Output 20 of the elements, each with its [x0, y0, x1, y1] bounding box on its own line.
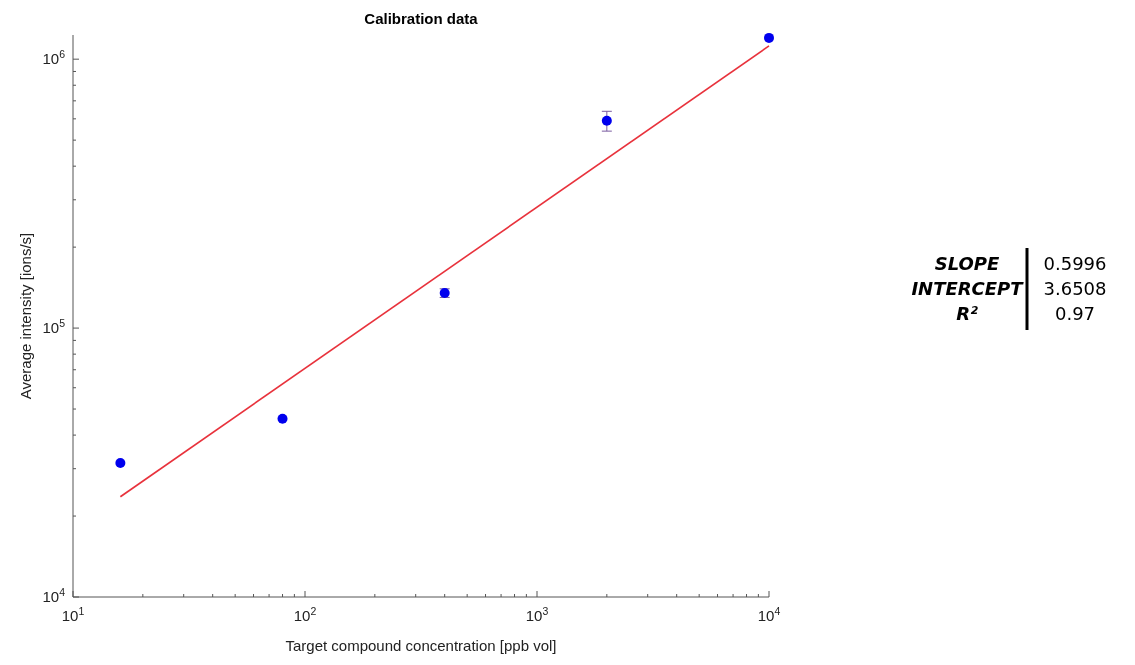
y-axis-title: Average intensity [ions/s] — [17, 232, 34, 400]
text: SLOPE — [934, 253, 1000, 274]
y-tick-label: 10$^{4}$ — [42, 586, 66, 605]
x-tick-label: 10$^{2}$ — [293, 605, 317, 624]
text: 3.6508 — [1043, 278, 1107, 299]
x-tick-label: 10$^{4}$ — [757, 605, 781, 624]
y-tick-label: 10$^{5}$ — [42, 317, 66, 337]
text: INTERCEPT — [911, 278, 1025, 299]
chart-title: Calibration data — [364, 10, 479, 27]
point — [764, 32, 774, 43]
x-tick-label: 10$^{3}$ — [525, 605, 549, 624]
point — [601, 115, 612, 126]
y-tick-label: 10$^{6}$ — [42, 48, 66, 68]
x-tick-label: 10$^{1}$ — [61, 605, 85, 624]
text: 0.5996 — [1043, 253, 1107, 274]
text: R² — [956, 303, 978, 324]
point — [277, 413, 288, 424]
text: 0.97 — [1054, 303, 1096, 324]
point — [115, 458, 126, 468]
x-axis-title: Target compound concentration [ppb vol] — [285, 637, 557, 654]
